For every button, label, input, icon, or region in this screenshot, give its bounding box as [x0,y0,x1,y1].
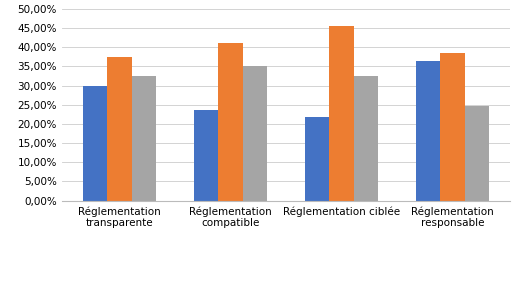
Bar [305,117,329,201]
Bar [354,76,378,201]
Bar [465,106,489,201]
Bar [194,110,218,201]
Bar [329,26,354,201]
Bar [243,66,267,201]
Bar [218,43,243,201]
Bar [440,53,465,201]
Bar [107,57,132,201]
Bar [132,76,156,201]
Bar [83,86,107,201]
Bar [416,61,440,201]
